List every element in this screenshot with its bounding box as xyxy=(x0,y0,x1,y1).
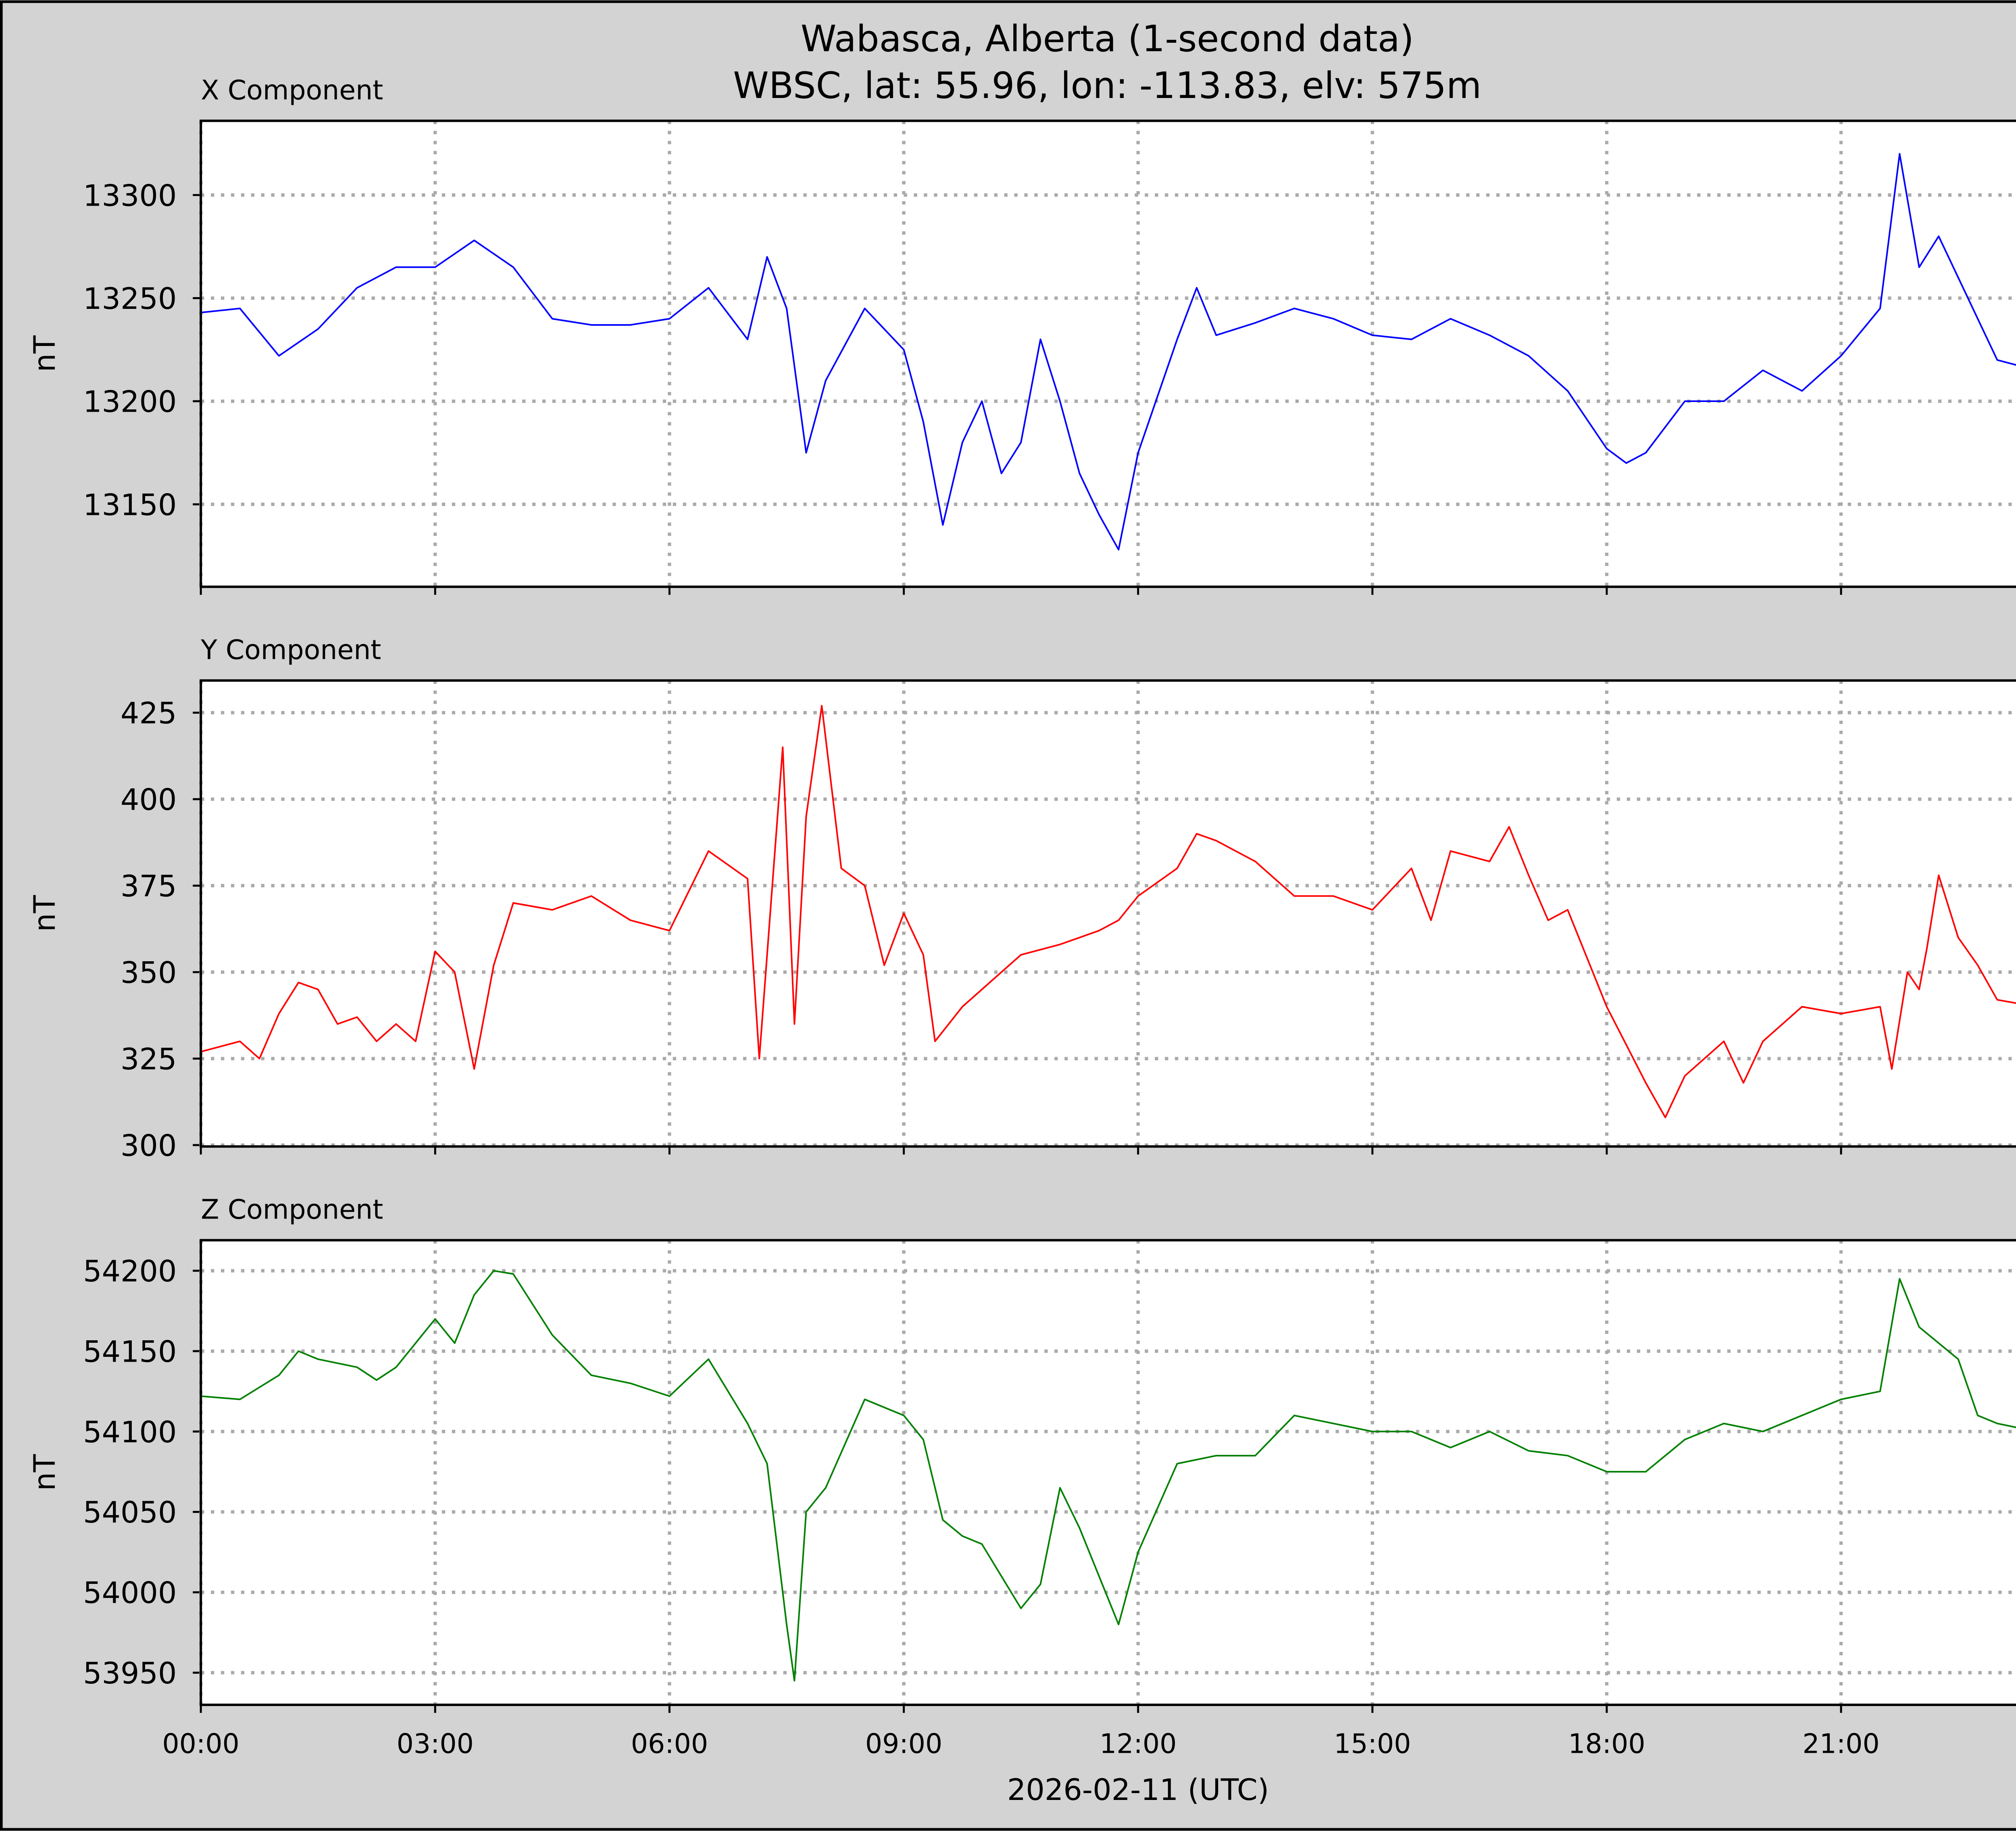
plot-area xyxy=(201,1240,2016,1705)
data-line xyxy=(200,1270,2016,1682)
chart-subtitle: WBSC, lat: 55.96, lon: -113.83, elv: 575… xyxy=(733,65,1481,107)
x-tick-label: 00:00 xyxy=(162,1728,239,1760)
y-tick-label: 425 xyxy=(121,696,177,731)
data-line xyxy=(200,705,2016,1119)
x-tick-label: 03:00 xyxy=(397,1728,474,1760)
y-axis-label: nT xyxy=(28,335,62,372)
y-tick-label: 54000 xyxy=(83,1576,177,1610)
panel-title: X Component xyxy=(201,74,383,106)
x-axis-label: 2026-02-11 (UTC) xyxy=(1007,1773,1269,1807)
plot-frame xyxy=(200,1239,2016,1706)
y-tick-label: 54050 xyxy=(83,1496,177,1530)
y-tick-label: 54100 xyxy=(83,1415,177,1450)
x-tick-label: 12:00 xyxy=(1100,1728,1177,1760)
plot-area xyxy=(201,121,2016,587)
y-tick-label: 13200 xyxy=(83,385,177,419)
plot-frame xyxy=(200,119,2016,588)
plot-frame xyxy=(200,679,2016,1148)
y-tick-label: 13250 xyxy=(83,282,177,316)
data-line xyxy=(200,153,2016,551)
y-tick-label: 13300 xyxy=(83,179,177,213)
y-tick-label: 13150 xyxy=(83,488,177,522)
y-axis-label: nT xyxy=(28,895,62,932)
x-tick-label: 21:00 xyxy=(1802,1728,1879,1760)
panel-title: Z Component xyxy=(201,1194,383,1225)
y-tick-label: 400 xyxy=(121,783,177,817)
y-tick-label: 300 xyxy=(121,1129,177,1163)
x-tick-label: 18:00 xyxy=(1568,1728,1645,1760)
y-tick-label: 350 xyxy=(121,956,177,990)
panel-title: Y Component xyxy=(200,634,381,666)
y-tick-label: 53950 xyxy=(83,1656,177,1691)
plot-area xyxy=(201,680,2016,1147)
y-axis-label: nT xyxy=(28,1454,62,1491)
x-tick-label: 06:00 xyxy=(631,1728,708,1760)
y-tick-label: 54200 xyxy=(83,1254,177,1289)
x-tick-label: 09:00 xyxy=(865,1728,942,1760)
chart-title: Wabasca, Alberta (1-second data) xyxy=(801,18,1414,60)
y-tick-label: 325 xyxy=(121,1042,177,1077)
y-tick-label: 375 xyxy=(121,869,177,904)
y-tick-label: 54150 xyxy=(83,1335,177,1369)
x-tick-label: 15:00 xyxy=(1334,1728,1411,1760)
